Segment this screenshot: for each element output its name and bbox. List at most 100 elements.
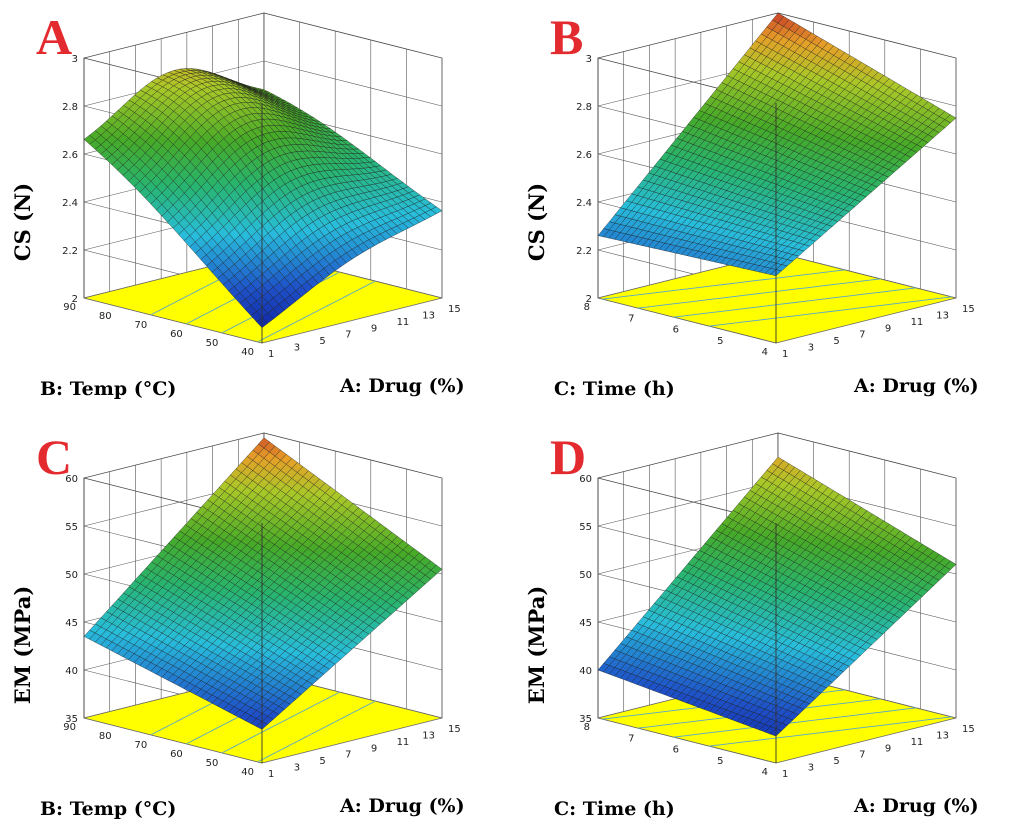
- z-tick-label: 3: [72, 54, 78, 65]
- x-axis-title: A: Drug (%): [853, 375, 979, 397]
- x-axis-title: A: Drug (%): [853, 795, 979, 817]
- y-tick-label: 40: [241, 767, 254, 778]
- y-tick-label: 4: [762, 767, 768, 778]
- x-tick-label: 15: [448, 724, 461, 735]
- z-tick-label: 2.8: [62, 102, 78, 113]
- z-tick-label: 60: [65, 474, 78, 485]
- x-tick-label: 9: [885, 743, 891, 754]
- x-tick-label: 1: [782, 349, 788, 360]
- y-tick-label: 60: [170, 329, 183, 340]
- z-tick-label: 60: [579, 474, 592, 485]
- z-tick-label: 2.2: [576, 246, 592, 257]
- x-axis-title: A: Drug (%): [339, 795, 465, 817]
- x-tick-label: 13: [936, 310, 949, 321]
- chart-panel-d: 35 40 45 50 55 60 1 3 5 7 9 11 13 15 4 5 6 7 8 D EM (MPa) C: …: [514, 420, 1027, 839]
- x-tick-label: 13: [422, 730, 435, 741]
- x-tick-label: 11: [397, 737, 410, 748]
- chart-panel-c: 35 40 45 50 55 60 1 3 5 7 9 11 13 15 40 50 60 70 80 90 C EM (…: [0, 420, 513, 839]
- x-tick-label: 11: [911, 317, 924, 328]
- y-tick-label: 90: [63, 302, 76, 313]
- y-tick-label: 7: [628, 733, 634, 744]
- y-axis-title: C: Time (h): [554, 798, 675, 820]
- z-tick-label: 2: [586, 294, 592, 305]
- x-tick-label: 5: [319, 756, 325, 767]
- y-tick-label: 80: [99, 311, 112, 322]
- z-axis-ticks: 35 40 45 50 55 60: [579, 474, 592, 725]
- y-axis-title: B: Temp (°C): [40, 798, 176, 820]
- x-tick-label: 13: [422, 310, 435, 321]
- y-tick-label: 8: [584, 722, 590, 733]
- y-tick-label: 6: [673, 325, 679, 336]
- z-tick-label: 55: [579, 522, 592, 533]
- panel-letter: D: [550, 429, 586, 485]
- chart-panel-a: 2 2.2 2.4 2.6 2.8 3 1 3 5 7 9 11 13 15 40 50 60 70 80 90 A CS…: [0, 0, 513, 419]
- y-tick-label: 50: [206, 338, 219, 349]
- x-tick-label: 13: [936, 730, 949, 741]
- y-tick-label: 70: [134, 320, 147, 331]
- y-tick-label: 8: [584, 302, 590, 313]
- z-tick-label: 45: [65, 618, 78, 629]
- response-surface: [83, 437, 443, 730]
- z-axis-ticks: 2 2.2 2.4 2.6 2.8 3: [62, 54, 78, 305]
- z-tick-label: 35: [579, 714, 592, 725]
- panel-letter: A: [36, 9, 72, 65]
- z-axis-ticks: 35 40 45 50 55 60: [65, 474, 78, 725]
- x-tick-label: 7: [859, 330, 865, 341]
- x-tick-label: 5: [833, 336, 839, 347]
- x-tick-label: 1: [268, 349, 274, 360]
- panel-letter: B: [550, 9, 583, 65]
- y-axis-title: C: Time (h): [554, 378, 675, 400]
- x-tick-label: 3: [294, 763, 300, 774]
- z-tick-label: 3: [586, 54, 592, 65]
- x-tick-label: 9: [885, 323, 891, 334]
- z-tick-label: 2.4: [62, 198, 78, 209]
- z-tick-label: 2.6: [62, 150, 78, 161]
- y-axis-title: B: Temp (°C): [40, 378, 176, 400]
- z-tick-label: 2: [72, 294, 78, 305]
- chart-panel-b: 2 2.2 2.4 2.6 2.8 3 1 3 5 7 9 11 13 15 4 5 6 7 8 B CS (N) C: …: [514, 0, 1027, 419]
- x-tick-label: 9: [371, 743, 377, 754]
- x-tick-label: 3: [808, 343, 814, 354]
- x-tick-label: 15: [962, 304, 975, 315]
- x-tick-label: 7: [859, 750, 865, 761]
- z-tick-label: 2.4: [576, 198, 592, 209]
- x-tick-label: 7: [345, 330, 351, 341]
- x-tick-label: 11: [911, 737, 924, 748]
- z-tick-label: 45: [579, 618, 592, 629]
- z-axis-ticks: 2 2.2 2.4 2.6 2.8 3: [576, 54, 592, 305]
- y-axis-ticks: 40 50 60 70 80 90: [63, 722, 254, 778]
- y-axis-ticks: 40 50 60 70 80 90: [63, 302, 254, 358]
- y-tick-label: 5: [717, 756, 723, 767]
- y-axis-ticks: 4 5 6 7 8: [584, 722, 768, 778]
- y-tick-label: 80: [99, 731, 112, 742]
- panel-letter: C: [36, 429, 72, 485]
- response-surface: [597, 12, 957, 276]
- y-tick-label: 7: [628, 313, 634, 324]
- z-tick-label: 40: [65, 666, 78, 677]
- x-tick-label: 15: [448, 304, 461, 315]
- y-axis-ticks: 4 5 6 7 8: [584, 302, 768, 358]
- y-tick-label: 90: [63, 722, 76, 733]
- y-tick-label: 5: [717, 336, 723, 347]
- y-tick-label: 4: [762, 347, 768, 358]
- response-surface: [597, 456, 957, 737]
- z-axis-title: CS (N): [524, 183, 549, 261]
- x-tick-label: 1: [268, 769, 274, 780]
- surface-plot-a: 22.22.42.62.8313579111315405060708090ACS…: [10, 9, 465, 400]
- y-tick-label: 50: [206, 758, 219, 769]
- x-tick-label: 3: [294, 343, 300, 354]
- x-tick-label: 3: [808, 763, 814, 774]
- z-tick-label: 2.2: [62, 246, 78, 257]
- z-tick-label: 50: [579, 570, 592, 581]
- x-axis-title: A: Drug (%): [339, 375, 465, 397]
- x-tick-label: 5: [833, 756, 839, 767]
- x-tick-label: 5: [319, 336, 325, 347]
- z-tick-label: 35: [65, 714, 78, 725]
- z-tick-label: 2.6: [576, 150, 592, 161]
